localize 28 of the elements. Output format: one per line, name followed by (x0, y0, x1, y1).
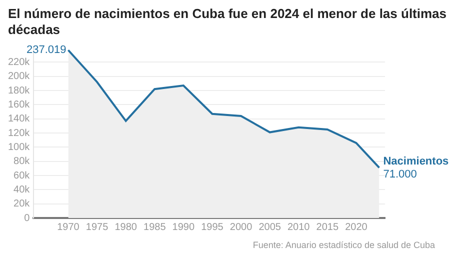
y-tick-label: 160k (8, 99, 31, 110)
x-tick-label: 1975 (86, 222, 109, 233)
y-tick-label: 120k (8, 128, 31, 139)
x-tick-label: 1970 (57, 222, 80, 233)
series-label: Nacimientos (383, 156, 449, 168)
data-label: 237.019 (26, 44, 66, 56)
x-tick-label: 2010 (287, 222, 310, 233)
chart-title: El número de nacimientos en Cuba fue en 2024 el menor de las últimas décadas (7, 5, 448, 38)
y-tick-label: 220k (8, 56, 31, 68)
x-tick-label: 1985 (144, 222, 166, 233)
y-tick-label: 180k (8, 85, 31, 96)
y-tick-label: 140k (8, 114, 31, 125)
y-tick-label: 0 (24, 212, 30, 224)
x-tick-label: 1995 (201, 222, 224, 233)
y-tick-label: 40k (14, 184, 31, 196)
y-tick-label: 20k (14, 198, 31, 210)
x-tick-label: 2000 (230, 222, 253, 233)
x-tick-label: 2020 (345, 222, 368, 233)
y-tick-label: 80k (14, 156, 31, 168)
y-tick-label: 200k (8, 71, 31, 82)
y-tick-label: 60k (14, 170, 31, 182)
x-tick-label: 2015 (316, 222, 339, 233)
y-tick-label: 100k (8, 142, 31, 153)
data-label: 71.000 (383, 168, 417, 181)
x-tick-label: 1980 (114, 222, 138, 233)
x-tick-label: 2005 (258, 222, 282, 233)
source-note: Fuente: Anuario estadístico de salud de Cuba (252, 239, 436, 250)
x-tick-label: 1990 (172, 222, 195, 233)
